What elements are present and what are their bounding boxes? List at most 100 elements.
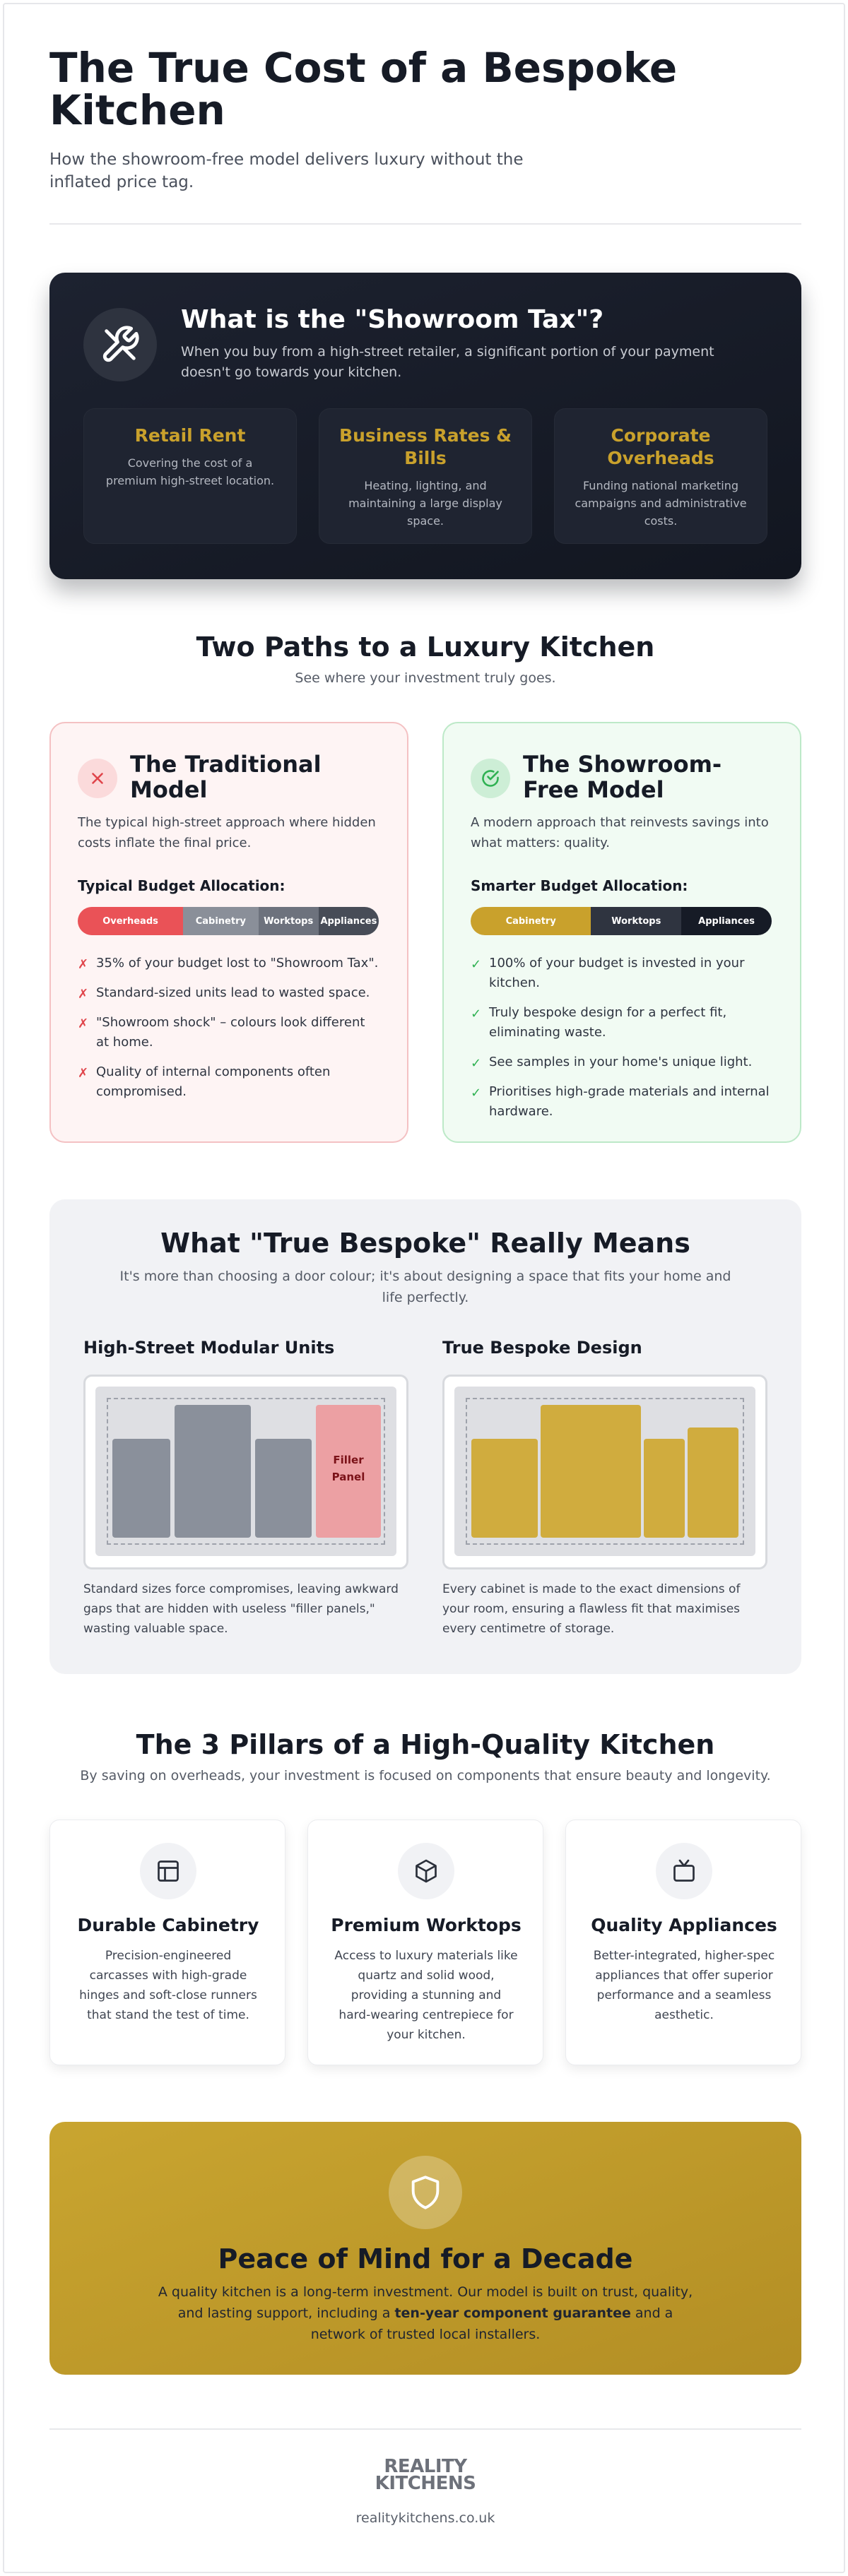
peace-of-mind-text: A quality kitchen is a long-term investm… bbox=[155, 2281, 695, 2345]
point-text: Standard-sized units lead to wasted spac… bbox=[96, 985, 370, 1000]
peace-text-start: A quality kitchen is a long-term investm… bbox=[158, 2284, 693, 2321]
tax-item-corporate-overheads: Corporate Overheads Funding national mar… bbox=[554, 408, 767, 544]
allocation-segment-worktops: Worktops bbox=[258, 907, 319, 935]
tax-item-text: Funding national marketing campaigns and… bbox=[575, 479, 747, 528]
true-bespoke-design-title: True Bespoke Design bbox=[442, 1338, 642, 1358]
point-text: Prioritises high-grade materials and int… bbox=[489, 1084, 770, 1119]
check-mark-icon: ✓ bbox=[471, 1007, 482, 1021]
showroom-free-points-list: ✓ 100% of your budget is invested in your… bbox=[471, 954, 775, 1132]
page-subtitle: How the showroom-free model delivers lux… bbox=[49, 150, 524, 191]
bespoke-cabinet bbox=[644, 1439, 685, 1538]
tax-item-text: Covering the cost of a premium high-stre… bbox=[105, 456, 275, 487]
true-bespoke-title: What "True Bespoke" Really Means bbox=[160, 1228, 690, 1259]
traditional-allocation-bar: Overheads Cabinetry Worktops Appliances bbox=[78, 907, 379, 935]
list-item: ✗ 35% of your budget lost to "Showroom Ta… bbox=[78, 954, 382, 973]
point-text: Truly bespoke design for a perfect fit, … bbox=[489, 1005, 727, 1040]
showroom-free-allocation-label: Smarter Budget Allocation: bbox=[471, 877, 688, 894]
logo-line-1: REALITY bbox=[384, 2456, 467, 2477]
modular-units-diagram: Filler Panel bbox=[83, 1375, 408, 1569]
cross-mark-icon: ✗ bbox=[78, 1066, 89, 1081]
point-text: 35% of your budget lost to "Showroom Tax… bbox=[96, 956, 379, 971]
bespoke-cabinet bbox=[471, 1439, 538, 1538]
traditional-model-title: The Traditional Model bbox=[130, 751, 322, 803]
allocation-segment-cabinetry: Cabinetry bbox=[183, 907, 259, 935]
true-bespoke-panel: What "True Bespoke" Really Means It's mo… bbox=[49, 1199, 801, 1674]
list-item: ✗ Standard-sized units lead to wasted spa… bbox=[78, 983, 382, 1003]
pillar-card-worktops: Premium Worktops Access to luxury materi… bbox=[307, 1820, 543, 2065]
bespoke-design-diagram bbox=[442, 1375, 767, 1569]
footer-url: realitykitchens.co.uk bbox=[355, 2510, 495, 2526]
allocation-segment-overheads: Overheads bbox=[78, 907, 184, 935]
pillar-card-cabinetry: Durable Cabinetry Precision-engineered c… bbox=[49, 1820, 285, 2065]
tax-item-retail-rent: Retail Rent Covering the cost of a premi… bbox=[83, 408, 297, 544]
list-item: ✓ Truly bespoke design for a perfect fit,… bbox=[471, 1003, 775, 1043]
showroom-free-allocation-bar: Cabinetry Worktops Appliances bbox=[471, 907, 772, 935]
point-text: See samples in your home's unique light. bbox=[489, 1055, 753, 1069]
allocation-segment-worktops: Worktops bbox=[591, 907, 682, 935]
list-item: ✓ 100% of your budget is invested in your… bbox=[471, 954, 775, 993]
modular-cabinet bbox=[175, 1405, 251, 1538]
filler-panel: Filler Panel bbox=[316, 1405, 381, 1538]
list-item: ✓ Prioritises high-grade materials and in… bbox=[471, 1082, 775, 1122]
peace-of-mind-title: Peace of Mind for a Decade bbox=[218, 2243, 633, 2274]
showroom-tax-description: When you buy from a high-street retailer… bbox=[181, 344, 714, 380]
tax-item-title: Business Rates & Bills bbox=[339, 425, 512, 468]
traditional-model-card: The Traditional Model The typical high-s… bbox=[49, 722, 408, 1143]
pillar-title: Premium Worktops bbox=[331, 1915, 522, 1935]
showroom-tax-card: What is the "Showroom Tax"? When you buy… bbox=[49, 273, 801, 579]
showroom-free-model-title: The Showroom-Free Model bbox=[523, 751, 722, 803]
pillar-text: Access to luxury materials like quartz a… bbox=[334, 1949, 518, 2042]
two-paths-title: Two Paths to a Luxury Kitchen bbox=[196, 631, 655, 663]
point-text: Quality of internal components often com… bbox=[96, 1064, 331, 1099]
check-circle-icon bbox=[471, 759, 510, 798]
check-mark-icon: ✓ bbox=[471, 1086, 482, 1100]
footer-divider bbox=[49, 2428, 801, 2430]
pillar-card-appliances: Quality Appliances Better-integrated, hi… bbox=[565, 1820, 801, 2065]
cross-mark-icon: ✗ bbox=[78, 987, 89, 1002]
infographic-page: The True Cost of a Bespoke Kitchen How t… bbox=[3, 3, 845, 2573]
list-item: ✓ See samples in your home's unique light… bbox=[471, 1052, 775, 1072]
peace-text-end: and a network of trusted local installer… bbox=[310, 2305, 673, 2342]
point-text: "Showroom shock" – colours look differen… bbox=[96, 1015, 365, 1050]
pillars-subtitle: By saving on overheads, your investment … bbox=[80, 1768, 771, 1783]
tax-item-title: Retail Rent bbox=[134, 425, 246, 446]
modular-units-title: High-Street Modular Units bbox=[83, 1338, 335, 1358]
check-mark-icon: ✓ bbox=[471, 957, 482, 972]
bespoke-cabinet bbox=[688, 1428, 738, 1538]
allocation-segment-cabinetry: Cabinetry bbox=[471, 907, 591, 935]
pillar-text: Precision-engineered carcasses with high… bbox=[79, 1949, 257, 2022]
cross-icon bbox=[78, 759, 117, 798]
guarantee-highlight: ten-year component guarantee bbox=[394, 2305, 631, 2321]
pillars-title: The 3 Pillars of a High-Quality Kitchen bbox=[136, 1729, 715, 1760]
list-item: ✗ "Showroom shock" – colours look differe… bbox=[78, 1013, 382, 1052]
tools-icon bbox=[83, 308, 157, 381]
tax-item-title: Corporate Overheads bbox=[607, 425, 714, 468]
modular-units-caption: Standard sizes force compromises, leavin… bbox=[83, 1582, 399, 1636]
bespoke-cabinet bbox=[541, 1405, 641, 1538]
true-bespoke-caption: Every cabinet is made to the exact dimen… bbox=[442, 1582, 741, 1636]
modular-cabinet bbox=[255, 1439, 312, 1538]
cabinet-icon bbox=[140, 1843, 196, 1899]
cross-mark-icon: ✗ bbox=[78, 957, 89, 972]
traditional-points-list: ✗ 35% of your budget lost to "Showroom Ta… bbox=[78, 954, 382, 1112]
true-bespoke-subtitle: It's more than choosing a door colour; i… bbox=[119, 1269, 731, 1305]
diagram-background: Filler Panel bbox=[95, 1387, 396, 1556]
pillar-title: Quality Appliances bbox=[591, 1915, 777, 1935]
shield-icon bbox=[389, 2156, 462, 2229]
allocation-segment-appliances: Appliances bbox=[681, 907, 772, 935]
tv-icon bbox=[656, 1843, 712, 1899]
cube-icon bbox=[398, 1843, 454, 1899]
list-item: ✗ Quality of internal components often co… bbox=[78, 1062, 382, 1102]
traditional-allocation-label: Typical Budget Allocation: bbox=[78, 877, 285, 894]
cross-mark-icon: ✗ bbox=[78, 1016, 89, 1031]
check-mark-icon: ✓ bbox=[471, 1056, 482, 1071]
room-outline bbox=[107, 1398, 385, 1545]
logo-line-2: KITCHENS bbox=[375, 2473, 476, 2494]
allocation-segment-appliances: Appliances bbox=[318, 907, 379, 935]
tax-item-text: Heating, lighting, and maintaining a lar… bbox=[348, 479, 502, 528]
header-divider bbox=[49, 223, 801, 225]
pillar-text: Better-integrated, higher-spec appliance… bbox=[593, 1949, 775, 2022]
showroom-free-model-description: A modern approach that reinvests savings… bbox=[471, 815, 769, 850]
showroom-free-model-card: The Showroom-Free Model A modern approac… bbox=[442, 722, 801, 1143]
room-outline bbox=[466, 1398, 744, 1545]
